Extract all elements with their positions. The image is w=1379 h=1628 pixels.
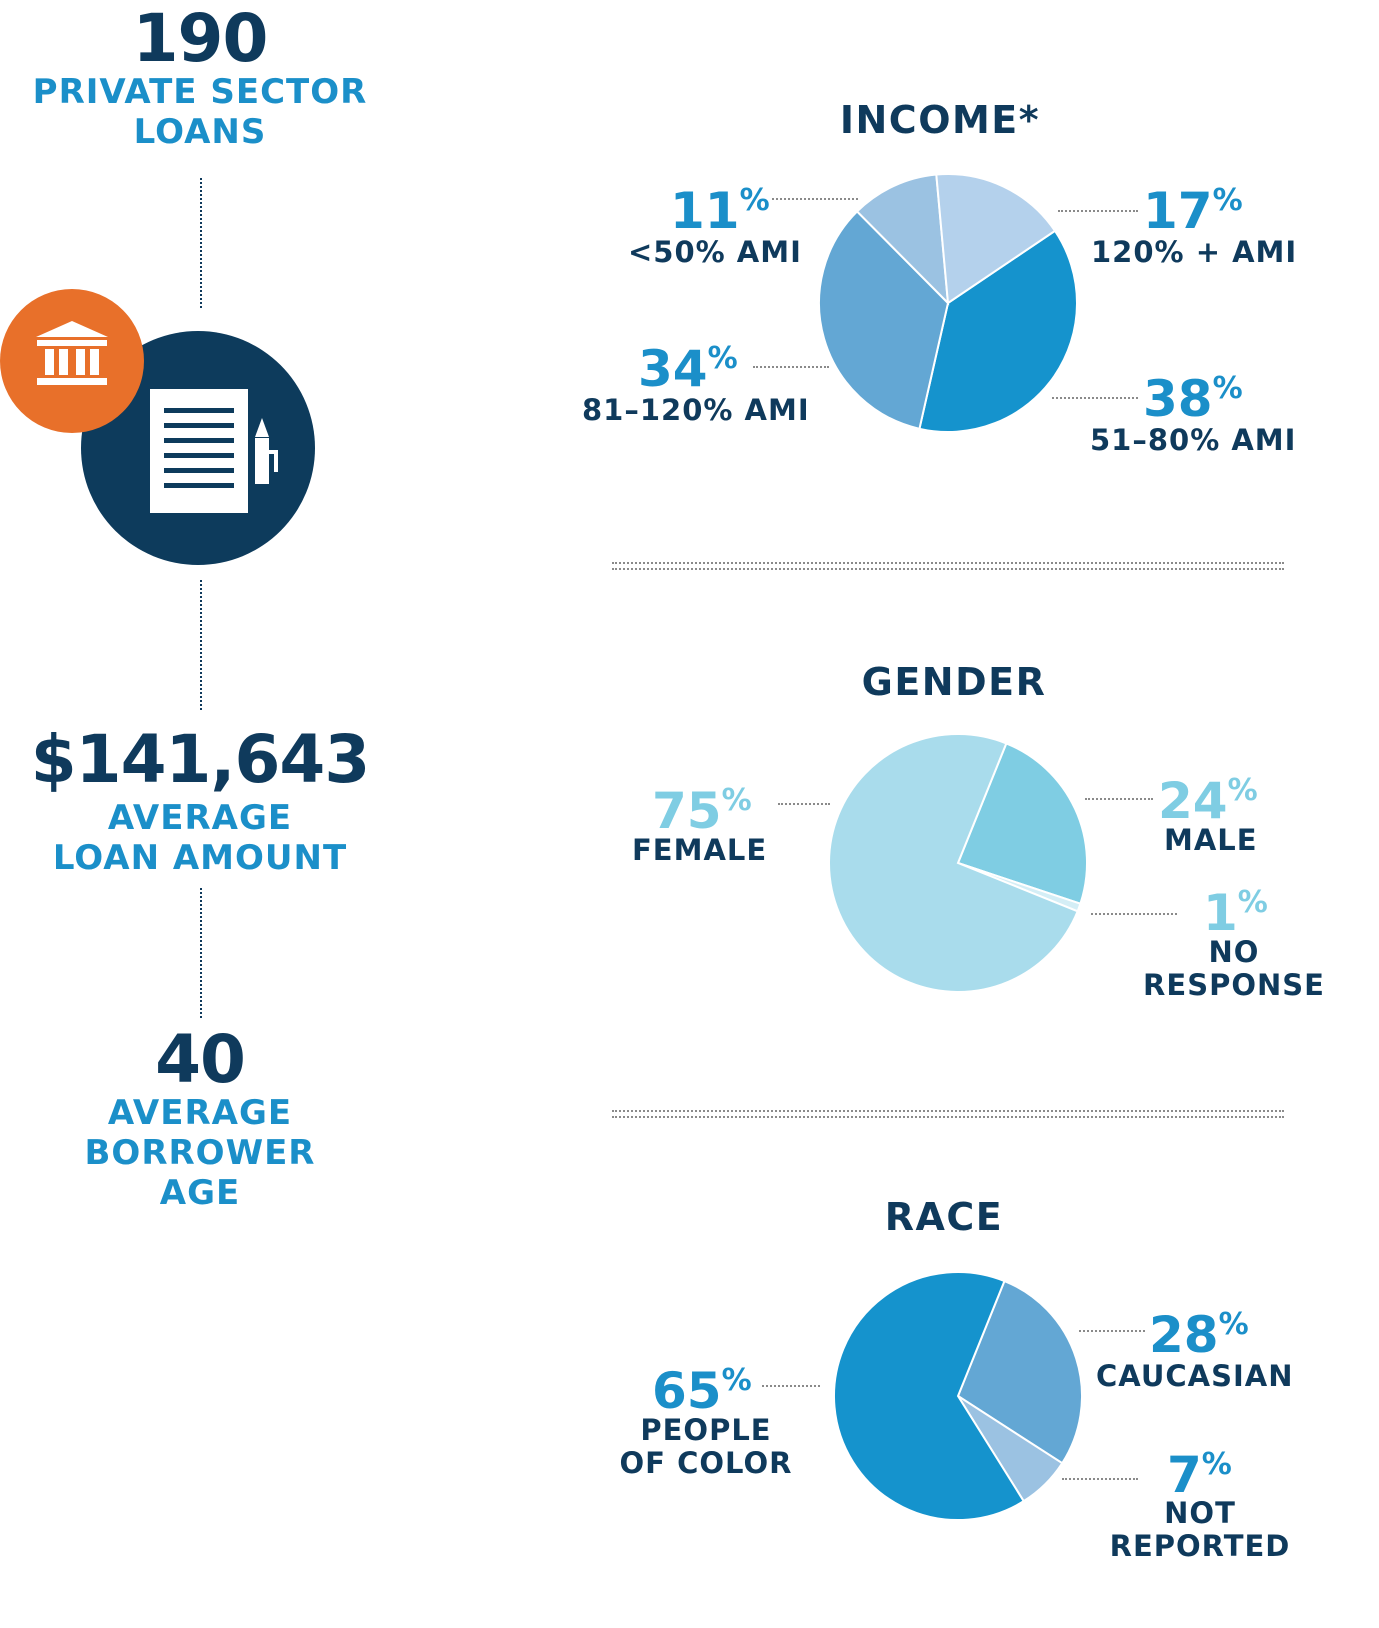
average-loan-label-line-2: LOAN AMOUNT bbox=[52, 838, 348, 879]
leader-line bbox=[753, 366, 829, 368]
bank-icon bbox=[36, 321, 108, 385]
section-divider bbox=[612, 562, 1284, 570]
income-120plus-label: 120% + AMI bbox=[1091, 235, 1298, 269]
race-not-reported-pct: 7% bbox=[1167, 1446, 1232, 1504]
average-age-label-line-1: AVERAGE bbox=[107, 1093, 293, 1133]
leader-line bbox=[1085, 798, 1153, 800]
leader-line bbox=[1079, 1330, 1145, 1332]
income-lt50-pct: 11% bbox=[670, 182, 770, 240]
income-lt50-label: <50% AMI bbox=[628, 235, 802, 269]
race-not-reported-label: NOT REPORTED bbox=[1100, 1496, 1300, 1564]
pct-value: 34 bbox=[638, 340, 708, 398]
gender-no-response-pct: 1% bbox=[1203, 884, 1268, 942]
income-51-80-label: 51–80% AMI bbox=[1090, 423, 1297, 457]
average-loan-label: AVERAGE LOAN AMOUNT bbox=[0, 798, 400, 878]
gender-pie bbox=[828, 733, 1088, 993]
race-pie bbox=[833, 1271, 1083, 1521]
label-line-2: REPORTED bbox=[1109, 1529, 1291, 1564]
gender-female-label: FEMALE bbox=[632, 833, 768, 867]
pct-value: 1 bbox=[1203, 884, 1238, 942]
loans-count: 190 bbox=[132, 0, 269, 77]
label-line-1: NO bbox=[1208, 935, 1260, 969]
connector-line bbox=[200, 888, 202, 1018]
pie-slice-51-80-ami bbox=[918, 229, 1078, 433]
income-pie bbox=[818, 173, 1078, 433]
race-caucasian-label: CAUCASIAN bbox=[1096, 1359, 1294, 1393]
label-line-2: RESPONSE bbox=[1143, 968, 1325, 1003]
gender-female-pct: 75% bbox=[652, 782, 752, 840]
label-line-2: OF COLOR bbox=[619, 1446, 793, 1481]
label-line-1: NOT bbox=[1164, 1496, 1236, 1530]
average-borrower-age: 40 bbox=[155, 1021, 246, 1098]
income-81-120-pct: 34% bbox=[638, 340, 738, 398]
leader-line bbox=[778, 803, 830, 805]
pct-value: 38 bbox=[1143, 370, 1213, 428]
loans-label-line-2: LOANS bbox=[133, 112, 267, 153]
pct-value: 24 bbox=[1158, 772, 1228, 830]
gender-chart-title: GENDER bbox=[861, 660, 1047, 704]
document-icon bbox=[150, 389, 248, 513]
average-age-label-line-3: AGE bbox=[159, 1173, 241, 1214]
pct-value: 11 bbox=[670, 182, 740, 240]
income-51-80-pct: 38% bbox=[1143, 370, 1243, 428]
connector-line bbox=[200, 580, 202, 710]
gender-no-response-label: NO RESPONSE bbox=[1142, 935, 1326, 1003]
label-line-1: PEOPLE bbox=[640, 1413, 772, 1447]
pie-slice-120-ami bbox=[935, 173, 1057, 305]
average-loan-label-line-1: AVERAGE bbox=[107, 798, 293, 838]
leader-line bbox=[762, 1385, 820, 1387]
pct-value: 7 bbox=[1167, 1446, 1202, 1504]
income-120plus-pct: 17% bbox=[1143, 182, 1243, 240]
pct-value: 17 bbox=[1143, 182, 1213, 240]
average-loan-amount: $141,643 bbox=[30, 721, 371, 798]
race-poc-pct: 65% bbox=[652, 1362, 752, 1420]
income-chart-title: INCOME* bbox=[839, 98, 1041, 142]
pie-slice-people-of-color bbox=[833, 1271, 1026, 1521]
leader-line bbox=[1091, 913, 1177, 915]
average-age-label: AVERAGE BORROWER AGE bbox=[0, 1093, 400, 1213]
leader-line bbox=[1062, 1478, 1138, 1480]
pie-slice-female bbox=[828, 733, 1079, 993]
pct-value: 65 bbox=[652, 1362, 722, 1420]
leader-line bbox=[1058, 210, 1138, 212]
income-81-120-label: 81–120% AMI bbox=[582, 393, 810, 427]
connector-line bbox=[200, 178, 202, 308]
race-poc-label: PEOPLE OF COLOR bbox=[606, 1413, 806, 1481]
pct-value: 28 bbox=[1149, 1306, 1219, 1364]
leader-line bbox=[1052, 397, 1138, 399]
pct-value: 75 bbox=[652, 782, 722, 840]
loans-label: PRIVATE SECTOR LOANS bbox=[0, 72, 400, 152]
pie-slice-caucasian bbox=[956, 1279, 1083, 1465]
gender-male-pct: 24% bbox=[1158, 772, 1258, 830]
race-caucasian-pct: 28% bbox=[1149, 1306, 1249, 1364]
gender-male-label: MALE bbox=[1164, 823, 1258, 857]
pen-icon bbox=[255, 418, 278, 484]
race-chart-title: RACE bbox=[884, 1195, 1004, 1239]
loan-icon-cluster bbox=[0, 289, 315, 565]
pie-slice-81-120-ami bbox=[818, 210, 950, 430]
loans-label-line-1: PRIVATE SECTOR bbox=[32, 72, 368, 112]
bank-circle bbox=[0, 289, 144, 433]
pie-slice-50-ami bbox=[855, 173, 950, 306]
section-divider bbox=[612, 1110, 1284, 1118]
average-age-label-line-2: BORROWER bbox=[84, 1133, 316, 1174]
leader-line bbox=[772, 198, 858, 200]
